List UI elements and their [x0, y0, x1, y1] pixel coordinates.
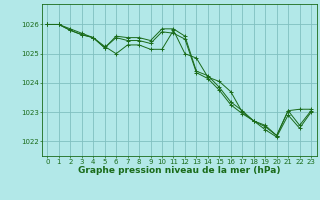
- X-axis label: Graphe pression niveau de la mer (hPa): Graphe pression niveau de la mer (hPa): [78, 166, 280, 175]
